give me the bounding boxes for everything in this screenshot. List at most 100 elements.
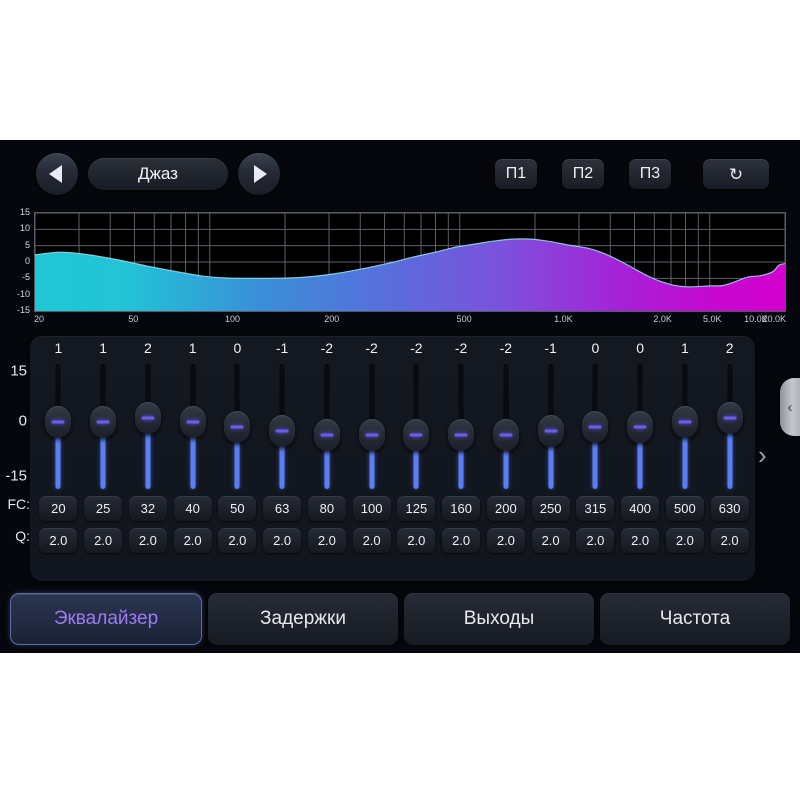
slider-thumb[interactable] [492,418,519,451]
band-q-field[interactable]: 2.0 [173,528,212,553]
band-fc-field[interactable]: 250 [531,496,570,521]
tab-3[interactable]: Частота [600,593,790,645]
band-q-field[interactable]: 2.0 [39,528,78,553]
band-gain-value: -2 [410,340,423,356]
band-q-field[interactable]: 2.0 [665,528,704,553]
tab-0[interactable]: Эквалайзер [10,593,202,645]
slider-thumb[interactable] [179,406,206,439]
band-fc-field[interactable]: 630 [710,496,749,521]
band-q-field[interactable]: 2.0 [84,528,123,553]
band-q-field[interactable]: 2.0 [397,528,436,553]
band-fc-field[interactable]: 500 [665,496,704,521]
band-channel: 1 40 2.0 [170,340,215,580]
slider-thumb[interactable] [448,418,475,451]
band-q-field[interactable]: 2.0 [576,528,615,553]
slider-thumb[interactable] [582,410,609,443]
band-gain-slider[interactable] [269,364,296,489]
slider-thumb[interactable] [224,410,251,443]
band-gain-slider[interactable] [582,364,609,489]
band-gain-slider[interactable] [224,364,251,489]
graph-x-tick: 200 [324,314,340,324]
graph-curve [35,213,785,311]
band-q-field[interactable]: 2.0 [307,528,346,553]
band-fc-field[interactable]: 160 [442,496,481,521]
slider-thumb[interactable] [627,410,654,443]
slider-thumb[interactable] [671,406,698,439]
band-gain-slider[interactable] [716,364,743,489]
band-gain-value: 2 [725,340,734,356]
slider-thumb[interactable] [269,414,296,447]
band-q-field[interactable]: 2.0 [486,528,525,553]
band-q-field[interactable]: 2.0 [218,528,257,553]
band-gain-slider[interactable] [671,364,698,489]
band-gain-slider[interactable] [45,364,72,489]
band-fc-field[interactable]: 20 [39,496,78,521]
slider-thumb[interactable] [358,418,385,451]
slider-fill [413,448,419,489]
tab-2[interactable]: Выходы [404,593,594,645]
band-q-field[interactable]: 2.0 [710,528,749,553]
drawer-handle[interactable]: ‹ [780,378,800,436]
graph-x-tick: 2.0K [653,314,672,324]
prev-preset-button[interactable] [36,153,78,195]
slider-thumb[interactable] [90,406,117,439]
band-gain-slider[interactable] [448,364,475,489]
band-channel: 1 25 2.0 [81,340,126,580]
fc-row-label: FC: [7,496,30,512]
next-preset-button[interactable] [238,153,280,195]
triangle-right-icon [254,165,267,183]
slider-fill [727,432,733,489]
reset-button[interactable]: ↻ [703,159,769,189]
band-gain-slider[interactable] [492,364,519,489]
band-fc-field[interactable]: 315 [576,496,615,521]
q-row-label: Q: [15,528,30,544]
slider-thumb[interactable] [403,418,430,451]
band-q-field[interactable]: 2.0 [263,528,302,553]
band-channel: 2 630 2.0 [707,340,752,580]
slider-thumb[interactable] [45,406,72,439]
band-gain-slider[interactable] [403,364,430,489]
band-gain-value: -2 [454,340,468,356]
band-channel: -1 250 2.0 [528,340,573,580]
band-gain-slider[interactable] [627,364,654,489]
preset-slot-p2-button[interactable]: П2 [562,159,604,189]
slider-thumb[interactable] [716,402,743,435]
band-q-field[interactable]: 2.0 [531,528,570,553]
band-gain-slider[interactable] [313,364,340,489]
band-fc-field[interactable]: 100 [352,496,391,521]
band-fc-field[interactable]: 50 [218,496,257,521]
band-channel-list: 1 20 2.0 1 25 2.0 2 32 2.0 1 40 2.0 0 50 2.0 -1 63 2.0 -2 8… [36,340,752,580]
slider-thumb[interactable] [537,414,564,447]
band-gain-value: 1 [680,340,689,356]
preset-slot-p1-button[interactable]: П1 [495,159,537,189]
band-gain-slider[interactable] [134,364,161,489]
band-gain-slider[interactable] [537,364,564,489]
slider-thumb[interactable] [134,402,161,435]
slider-thumb[interactable] [313,418,340,451]
band-channel: -2 160 2.0 [439,340,484,580]
graph-x-tick: 1.0K [554,314,573,324]
band-fc-field[interactable]: 200 [486,496,525,521]
graph-y-tick: 10 [19,223,30,234]
band-gain-slider[interactable] [358,364,385,489]
gain-scale: 15 0 -15 [0,336,30,501]
band-gain-slider[interactable] [90,364,117,489]
band-fc-field[interactable]: 32 [128,496,167,521]
band-fc-field[interactable]: 25 [84,496,123,521]
band-q-field[interactable]: 2.0 [128,528,167,553]
band-q-field[interactable]: 2.0 [352,528,391,553]
preset-slot-p3-button[interactable]: П3 [629,159,671,189]
band-q-field[interactable]: 2.0 [442,528,481,553]
band-gain-slider[interactable] [179,364,206,489]
tab-1[interactable]: Задержки [208,593,398,645]
band-fc-field[interactable]: 63 [263,496,302,521]
band-q-field[interactable]: 2.0 [621,528,660,553]
slider-fill [324,448,330,489]
scroll-right-button[interactable]: › [758,440,784,470]
band-fc-field[interactable]: 80 [307,496,346,521]
preset-name-display[interactable]: Джаз [88,158,228,190]
band-fc-field[interactable]: 400 [621,496,660,521]
band-fc-field[interactable]: 125 [397,496,436,521]
band-fc-field[interactable]: 40 [173,496,212,521]
gain-scale-zero: 0 [18,412,27,430]
